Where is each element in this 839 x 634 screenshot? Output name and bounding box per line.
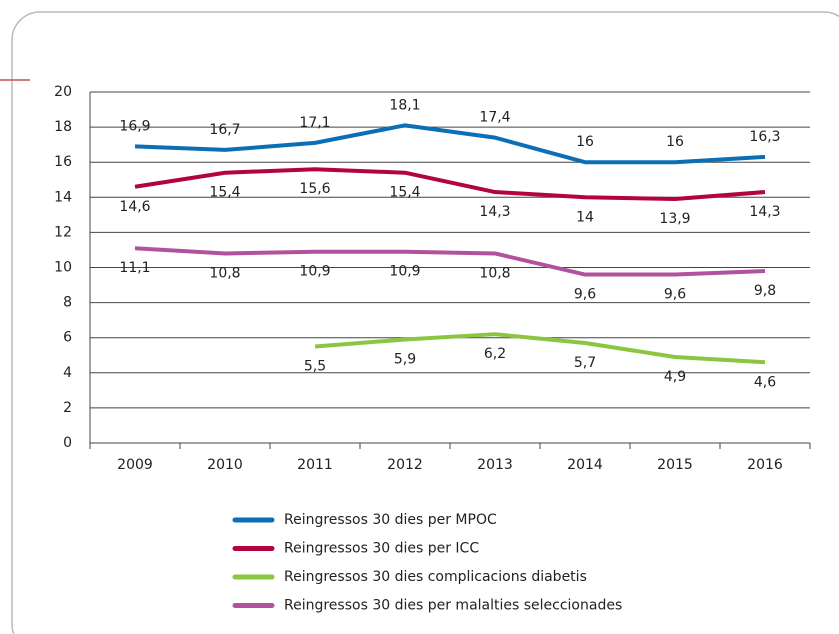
data-label: 5,9 (394, 351, 416, 367)
data-label: 4,9 (664, 369, 686, 385)
y-tick-label: 18 (54, 119, 72, 135)
series-line (134, 246, 766, 277)
x-tick-label: 2016 (747, 457, 783, 473)
y-tick-label: 16 (54, 154, 72, 170)
y-tick-label: 12 (54, 224, 72, 240)
data-label: 15,4 (389, 185, 420, 201)
y-tick-label: 4 (63, 365, 72, 381)
y-tick-label: 14 (54, 189, 72, 205)
data-label: 16 (576, 134, 594, 150)
data-label: 16,7 (209, 122, 240, 138)
data-label: 14,3 (479, 204, 510, 220)
data-label: 9,6 (574, 287, 596, 303)
data-label: 14,3 (749, 204, 780, 220)
data-label: 11,1 (119, 260, 150, 276)
data-label: 13,9 (659, 211, 690, 227)
data-label: 10,9 (299, 264, 330, 280)
data-label: 16,9 (119, 118, 150, 134)
data-label: 6,2 (484, 346, 506, 362)
data-label: 15,4 (209, 185, 240, 201)
x-tick-label: 2013 (477, 457, 513, 473)
y-tick-label: 2 (63, 400, 72, 416)
legend-label: Reingressos 30 dies per MPOC (284, 512, 497, 528)
y-tick-label: 0 (63, 435, 72, 451)
data-label: 15,6 (299, 181, 330, 197)
data-label: 16 (666, 134, 684, 150)
y-tick-label: 6 (63, 330, 72, 346)
data-label: 10,8 (209, 265, 240, 281)
legend-label: Reingressos 30 dies per malalties selecc… (284, 598, 622, 614)
data-label: 18,1 (389, 97, 420, 113)
series-line (134, 123, 766, 165)
series-line (314, 332, 766, 365)
data-label: 10,9 (389, 264, 420, 280)
data-label: 5,7 (574, 355, 596, 371)
data-label: 9,8 (754, 283, 776, 299)
data-label: 14 (576, 209, 594, 225)
series-line (134, 167, 766, 202)
data-label: 16,3 (749, 129, 780, 145)
data-label: 17,4 (479, 110, 510, 126)
legend-label: Reingressos 30 dies per ICC (284, 541, 479, 557)
legend-label: Reingressos 30 dies complicacions diabet… (284, 569, 587, 585)
y-tick-label: 8 (63, 295, 72, 311)
x-tick-label: 2015 (657, 457, 693, 473)
data-label: 14,6 (119, 199, 150, 215)
x-tick-label: 2011 (297, 457, 333, 473)
data-label: 10,8 (479, 265, 510, 281)
y-tick-label: 20 (54, 84, 72, 100)
data-label: 9,6 (664, 287, 686, 303)
data-label: 4,6 (754, 374, 776, 390)
x-tick-label: 2012 (387, 457, 423, 473)
x-tick-label: 2010 (207, 457, 243, 473)
data-label: 17,1 (299, 115, 330, 131)
data-label: 5,5 (304, 358, 326, 374)
card-frame (11, 11, 839, 634)
y-tick-label: 10 (54, 260, 72, 276)
x-tick-label: 2009 (117, 457, 153, 473)
x-tick-label: 2014 (567, 457, 603, 473)
